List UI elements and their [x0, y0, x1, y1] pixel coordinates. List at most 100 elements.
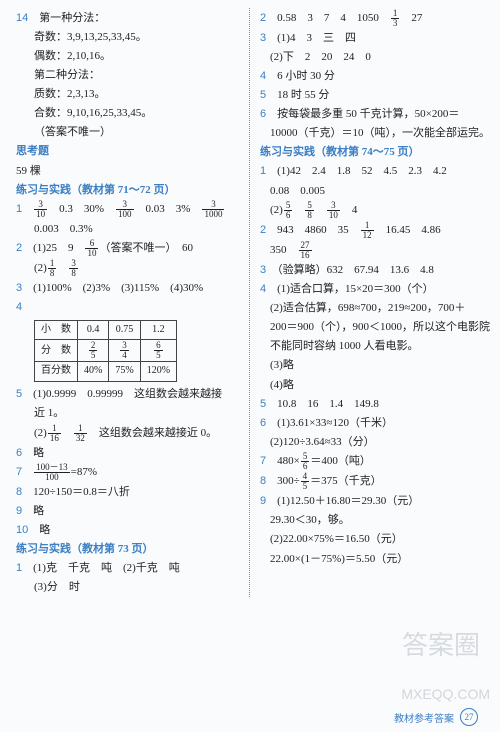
num: 3 [260, 32, 266, 44]
text: 0.08 0.005 [260, 181, 490, 200]
text: 第二种分法： [16, 65, 239, 84]
text: (3)略 [260, 356, 490, 375]
text: 943 4860 35 [277, 224, 360, 236]
s4: 4 (1)适合口算，15×20＝300（个） [260, 279, 490, 298]
text: 略 [39, 524, 50, 536]
text: 350 [270, 244, 298, 256]
text: (1)0.9999 0.99999 这组数会越来越接 [33, 388, 222, 400]
text: (1)克 千克 吨 (2)千克 吨 [33, 562, 180, 574]
q3: 3 (1)100% (2)3% (3)115% (4)30% [16, 279, 239, 298]
num-14: 14 [16, 12, 28, 24]
footer: 教材参考答案 27 [394, 708, 478, 726]
fraction-icon: 18 [48, 259, 57, 278]
text: 4 [341, 204, 358, 216]
num: 2 [260, 224, 266, 236]
text: 27 [400, 12, 422, 24]
num: 1 [16, 203, 22, 215]
text: （答案不唯一） [16, 123, 239, 142]
text: 480× [277, 455, 300, 467]
text: (2)适合估算，698≈700，219≈200，700＋ [260, 299, 490, 318]
text: 200＝900（个），900＜1000，所以这个电影院 [260, 318, 490, 337]
text: (1)3.61×33≈120（千米） [277, 417, 393, 429]
table-row: 百分数40%75%120% [35, 362, 177, 382]
s7: 7 480×56＝400（吨） [260, 452, 490, 472]
right-column: 2 0.58 3 7 4 1050 1 3 27 3 (1)4 3 三 四 (2)… [260, 8, 490, 597]
q14: 14 第一种分法： [16, 8, 239, 27]
heading: 思考题 [16, 142, 239, 161]
q1: 1 310 0.3 30% 3100 0.03 3% 31000 [16, 199, 239, 219]
p1: 1 (1)克 千克 吨 (2)千克 吨 [16, 559, 239, 578]
num: 1 [260, 165, 266, 177]
s6: 6 (1)3.61×33≈120（千米） [260, 413, 490, 432]
text: 10.8 16 1.4 149.8 [277, 398, 379, 410]
text: 22.00×(1－75%)＝5.50（元） [260, 549, 490, 568]
heading: 练习与实践（教材第 74～75 页） [260, 143, 490, 162]
text: 这组数会越来越接近 0。 [88, 427, 217, 439]
text: (2) [270, 204, 283, 216]
text: (2) [34, 427, 47, 439]
text: =87% [71, 466, 97, 478]
fraction-icon: 56 [284, 201, 293, 220]
text: 18 时 55 分 [277, 89, 329, 101]
fraction-icon: 132 [74, 424, 87, 443]
text: (1)42 2.4 1.8 52 4.5 2.3 4.2 [277, 165, 447, 177]
s9: 9 (1)12.50＋16.80＝29.30（元） [260, 492, 490, 511]
text: (1)25 9 [33, 242, 84, 254]
s5: 5 10.8 16 1.4 149.8 [260, 394, 490, 413]
text: (1)适合口算，15×20＝300（个） [277, 283, 434, 295]
num: 7 [16, 466, 22, 478]
conversion-table: 小 数0.40.751.2 分 数253465 百分数40%75%120% [34, 320, 177, 382]
page: 14 第一种分法： 奇数：3,9,13,25,33,45。 偶数：2,10,16… [0, 0, 500, 597]
fraction-icon: 310 [327, 201, 340, 220]
text: (3)分 时 [16, 578, 239, 597]
q9: 9 略 [16, 501, 239, 520]
text: 质数：2,3,13。 [16, 85, 239, 104]
r5: 5 18 时 55 分 [260, 85, 490, 104]
text: (1)100% (2)3% (3)115% (4)30% [33, 282, 203, 294]
text: 0.58 3 7 4 1050 [277, 12, 390, 24]
s2: 2 943 4860 35 112 16.45 4.86 [260, 220, 490, 240]
fraction-icon: 310 [34, 200, 47, 219]
s1: 1 (1)42 2.4 1.8 52 4.5 2.3 4.2 [260, 162, 490, 181]
num: 7 [260, 455, 266, 467]
text: 奇数：3,9,13,25,33,45。 [16, 27, 239, 46]
fraction-icon: 116 [48, 424, 61, 443]
text: 略 [33, 505, 44, 517]
s8: 8 300÷45＝375（千克） [260, 472, 490, 492]
text: 近 1。 [16, 404, 239, 423]
text: 第一种分法： [39, 12, 105, 24]
q2: 2 (1)25 9 610（答案不唯一） 60 [16, 239, 239, 259]
text: 0.003 0.3% [16, 219, 239, 238]
text: (1)12.50＋16.80＝29.30（元） [277, 495, 419, 507]
num: 9 [260, 495, 266, 507]
num: 5 [260, 89, 266, 101]
num: 3 [260, 264, 266, 276]
watermark: 答案圈 [402, 625, 480, 662]
heading: 练习与实践（教材第 73 页） [16, 540, 239, 559]
left-column: 14 第一种分法： 奇数：3,9,13,25,33,45。 偶数：2,10,16… [16, 8, 239, 597]
text: 略 [33, 447, 44, 459]
fraction-icon: 610 [85, 239, 98, 258]
text: ＝400（吨） [310, 455, 371, 467]
text: (4)略 [260, 375, 490, 394]
fraction-icon: 112 [361, 221, 374, 240]
text: 6 小时 30 分 [277, 70, 335, 82]
q6: 6 略 [16, 443, 239, 462]
text: (1)4 3 三 四 [277, 32, 356, 44]
num: 6 [260, 417, 266, 429]
fraction-icon: 3100 [116, 200, 134, 219]
text: 29.30＜30，够。 [260, 511, 490, 530]
q10: 10 略 [16, 521, 239, 540]
text: 合数：9,10,16,25,33,45。 [16, 104, 239, 123]
q5: 5 (1)0.9999 0.99999 这组数会越来越接 [16, 385, 239, 404]
column-divider [249, 8, 250, 597]
s3: 3 （验算略）632 67.94 13.6 4.8 [260, 260, 490, 279]
text: 10000（千克）＝10（吨），一次能全部运完。 [260, 124, 490, 143]
text: 300÷ [277, 475, 300, 487]
q8: 8 120÷150＝0.8＝八折 [16, 482, 239, 501]
text: (2)22.00×75%＝16.50（元） [260, 530, 490, 549]
s2b: 350 2716 [260, 240, 490, 260]
num: 4 [16, 301, 22, 313]
num: 8 [16, 486, 22, 498]
fraction-icon: 45 [301, 472, 310, 491]
